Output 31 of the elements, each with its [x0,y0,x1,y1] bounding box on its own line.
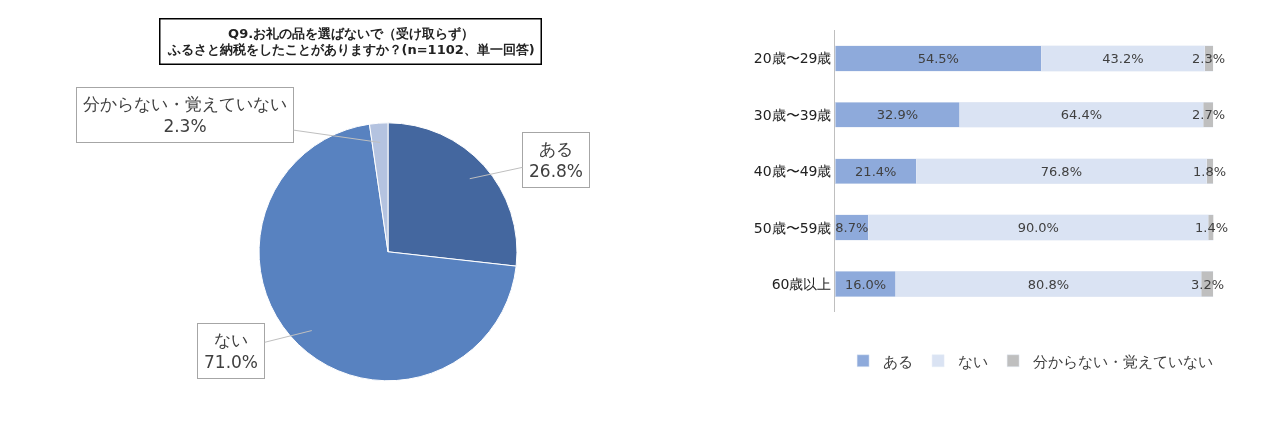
data-label: 2.3% [163,116,207,137]
data-label: 21.4% [855,163,897,179]
data-label: 43.2% [1102,50,1144,66]
y-tick-label: 60歳以上 [771,275,832,292]
y-tick-label: 40歳〜49歳 [753,163,832,180]
legend-label: 分からない・覚えていない [1033,352,1214,371]
data-label: 71.0% [204,352,259,373]
data-label: 54.5% [917,50,959,66]
y-tick-label: 20歳〜29歳 [753,50,832,67]
data-label: 90.0% [1017,220,1059,236]
data-label: 80.8% [1027,276,1070,292]
data-label: 1.4% [1195,220,1229,235]
data-label: 26.8% [529,161,584,182]
slice-label: ある [539,139,574,159]
data-label: 2.7% [1192,107,1226,122]
y-tick-label: 30歳〜39歳 [753,106,832,123]
data-label: 32.9% [876,107,919,123]
data-label: 16.0% [844,276,887,292]
data-label: 3.2% [1191,277,1225,292]
legend-label: ない [958,352,989,371]
data-label: 76.8% [1040,163,1082,179]
data-label: 2.3% [1192,51,1226,66]
slice-label: 分からない・覚えていない [83,94,287,114]
data-label: 64.4% [1060,107,1103,123]
legend-label: ある [883,352,914,371]
data-label: 8.7% [835,220,869,236]
pie-slice [258,123,517,382]
data-label: 1.8% [1193,164,1227,179]
chart-title: Q9.お礼の品を選ばないで（受け取らず）ふるさと納税をしたことがありますか？(n=1102、単一回答) [166,25,535,58]
slice-label: ない [214,330,249,350]
y-tick-label: 50歳〜59歳 [753,219,832,236]
